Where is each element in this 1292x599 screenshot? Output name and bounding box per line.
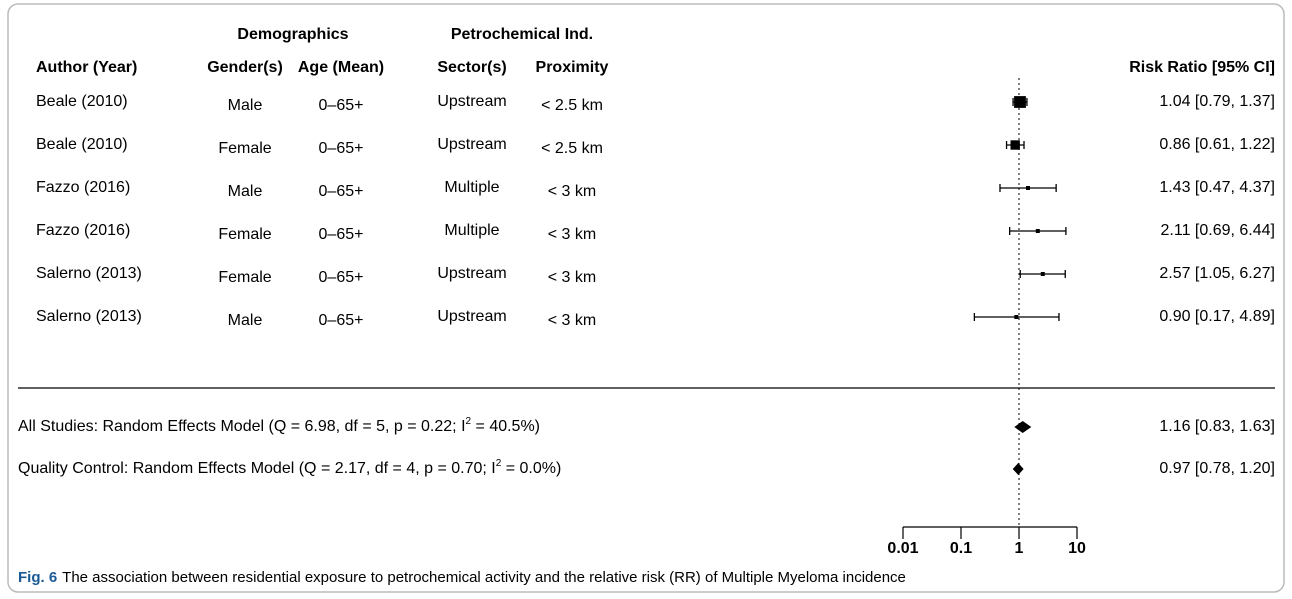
age: 0–65+ — [319, 226, 364, 243]
estimate-square — [1026, 186, 1031, 190]
frame — [7, 3, 1285, 593]
gender: Male — [228, 183, 263, 200]
age: 0–65+ — [319, 97, 364, 114]
sector: Upstream — [437, 265, 506, 282]
gender: Female — [218, 140, 271, 157]
summary-label-part: = 0.0%) — [501, 460, 561, 477]
caption-text: The association between residential expo… — [62, 569, 906, 586]
x-tick-label: 0.1 — [950, 540, 972, 557]
author: Fazzo (2016) — [36, 179, 130, 196]
summary-label-part: 2 — [466, 416, 472, 427]
summary-label: Quality Control: Random Effects Model (Q… — [18, 458, 561, 477]
proximity: < 2.5 km — [541, 97, 603, 114]
x-tick-label: 1 — [1015, 540, 1024, 557]
value-label: 0.97 [0.78, 1.20] — [1159, 460, 1275, 477]
author: Salerno (2013) — [36, 265, 142, 282]
figure-label: Fig. 6 — [18, 569, 57, 586]
estimate-square — [1010, 140, 1020, 150]
summary-label-part: Quality Control: Random Effects Model (Q… — [18, 460, 496, 477]
column-header: Age (Mean) — [298, 59, 384, 76]
value-label: 0.86 [0.61, 1.22] — [1159, 136, 1275, 153]
column-header: Author (Year) — [36, 59, 137, 76]
age: 0–65+ — [319, 312, 364, 329]
x-tick-label: 0.01 — [887, 540, 918, 557]
author: Salerno (2013) — [36, 308, 142, 325]
column-header: Gender(s) — [207, 59, 283, 76]
proximity: < 3 km — [548, 269, 596, 286]
age: 0–65+ — [319, 269, 364, 286]
value-label: 2.57 [1.05, 6.27] — [1159, 265, 1275, 282]
value-label: 1.04 [0.79, 1.37] — [1159, 93, 1275, 110]
proximity: < 3 km — [548, 226, 596, 243]
estimate-square — [1040, 272, 1045, 276]
age: 0–65+ — [319, 140, 364, 157]
group-header: Petrochemical Ind. — [451, 26, 593, 43]
estimate-square — [1035, 229, 1040, 233]
gender: Male — [228, 97, 263, 114]
estimate-square — [1014, 96, 1026, 108]
caption: Fig. 6 The association between residentia… — [18, 569, 906, 586]
gender: Female — [218, 226, 271, 243]
value-label: 2.11 [0.69, 6.44] — [1161, 222, 1275, 239]
proximity: < 3 km — [548, 183, 596, 200]
summary-diamond — [1014, 421, 1032, 433]
gender: Male — [228, 312, 263, 329]
proximity: < 3 km — [548, 312, 596, 329]
sector: Multiple — [444, 222, 499, 239]
value-label: 1.16 [0.83, 1.63] — [1159, 418, 1275, 435]
sector: Multiple — [444, 179, 499, 196]
proximity: < 2.5 km — [541, 140, 603, 157]
summary-label-part: = 40.5%) — [471, 418, 540, 435]
estimate-square — [1014, 315, 1019, 319]
author: Fazzo (2016) — [36, 222, 130, 239]
summary-label-part: All Studies: Random Effects Model (Q = 6… — [18, 418, 466, 435]
value-label: 1.43 [0.47, 4.37] — [1159, 179, 1275, 196]
column-header: Risk Ratio [95% CI] — [1129, 59, 1275, 76]
sector: Upstream — [437, 308, 506, 325]
summary-label-part: 2 — [496, 458, 502, 469]
sector: Upstream — [437, 93, 506, 110]
author: Beale (2010) — [36, 136, 128, 153]
age: 0–65+ — [319, 183, 364, 200]
summary-label: All Studies: Random Effects Model (Q = 6… — [18, 416, 540, 435]
gender: Female — [218, 269, 271, 286]
x-tick-label: 10 — [1068, 540, 1086, 557]
column-header: Sector(s) — [437, 59, 506, 76]
group-header: Demographics — [237, 26, 348, 43]
author: Beale (2010) — [36, 93, 128, 110]
column-header: Proximity — [536, 59, 609, 76]
value-label: 0.90 [0.17, 4.89] — [1159, 308, 1275, 325]
summary-diamond — [1012, 463, 1024, 475]
sector: Upstream — [437, 136, 506, 153]
